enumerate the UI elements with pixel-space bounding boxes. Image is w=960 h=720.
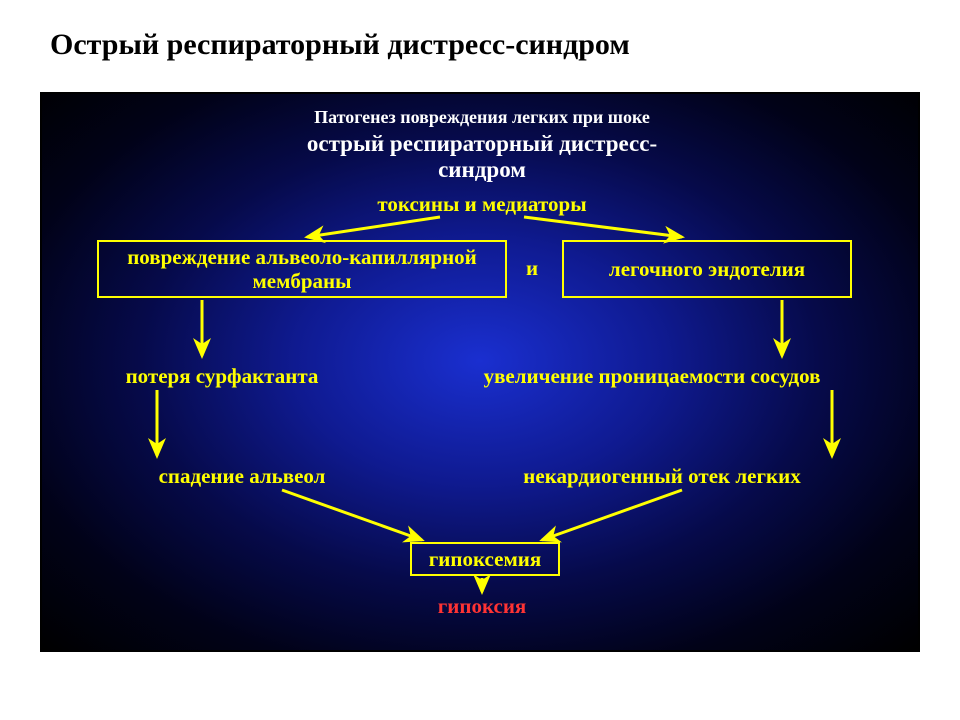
diagram-supertitle: Патогенез повреждения легких при шоке — [42, 107, 922, 128]
arrow-edema-to-hypoxemia — [542, 490, 682, 540]
diagram-title-line1: острый респираторный дистресс- — [42, 131, 922, 157]
noncardiogenic-edema-label: некардиогенный отек легких — [222, 464, 960, 489]
page-title: Острый респираторный дистресс-синдром — [50, 28, 630, 62]
diagram-title-line2: синдром — [42, 157, 922, 183]
arrow-collapse-to-hypoxemia — [282, 490, 422, 540]
flowchart-diagram: Патогенез повреждения легких при шоке ос… — [40, 92, 920, 652]
arrow-toxins-to-membrane — [307, 217, 440, 237]
endothelium-box: легочного эндотелия — [562, 240, 852, 298]
hypoxemia-box: гипоксемия — [410, 542, 560, 576]
membrane-box: повреждение альвеоло-капиллярной мембран… — [97, 240, 507, 298]
hypoxia-label: гипоксия — [42, 594, 922, 619]
arrow-toxins-to-endothelium — [524, 217, 682, 237]
toxins-label: токсины и медиаторы — [42, 192, 922, 217]
slide: Острый респираторный дистресс-синдром Па… — [0, 0, 960, 720]
perm-vessels-label: увеличение проницаемости сосудов — [212, 364, 960, 389]
